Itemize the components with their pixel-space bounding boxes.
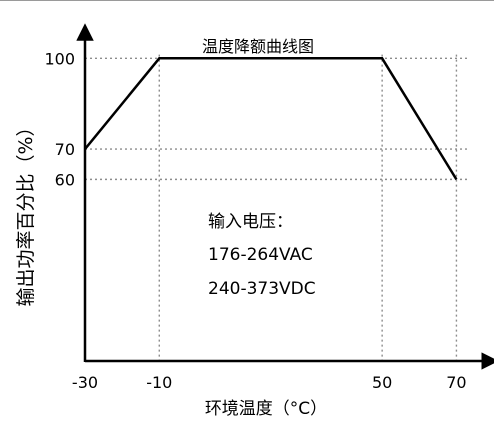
tick-labels: 60 70 100 -30 -10 50 70 bbox=[44, 49, 466, 392]
y-tick-label-70: 70 bbox=[55, 140, 75, 159]
grid-lines bbox=[85, 54, 468, 361]
y-axis-label: 输出功率百分比（%） bbox=[15, 117, 37, 306]
x-tick-label--30: -30 bbox=[72, 373, 98, 392]
x-axis-label: 环境温度（°C） bbox=[205, 399, 327, 419]
derating-curve-line bbox=[84, 57, 458, 181]
chart-title: 温度降额曲线图 bbox=[202, 37, 314, 56]
y-tick-label-100: 100 bbox=[44, 49, 75, 68]
annotation-heading: 输入电压： bbox=[208, 212, 293, 232]
input-voltage-annotation: 输入电压： 176-264VAC 240-373VDC bbox=[208, 212, 316, 299]
x-tick-label-70: 70 bbox=[446, 373, 466, 392]
annotation-ac-range: 176-264VAC bbox=[208, 245, 313, 265]
x-tick-label--10: -10 bbox=[146, 373, 172, 392]
annotation-dc-range: 240-373VDC bbox=[208, 279, 316, 299]
y-tick-label-60: 60 bbox=[55, 170, 75, 189]
top-border-line bbox=[0, 0, 494, 1]
x-tick-label-50: 50 bbox=[372, 373, 392, 392]
